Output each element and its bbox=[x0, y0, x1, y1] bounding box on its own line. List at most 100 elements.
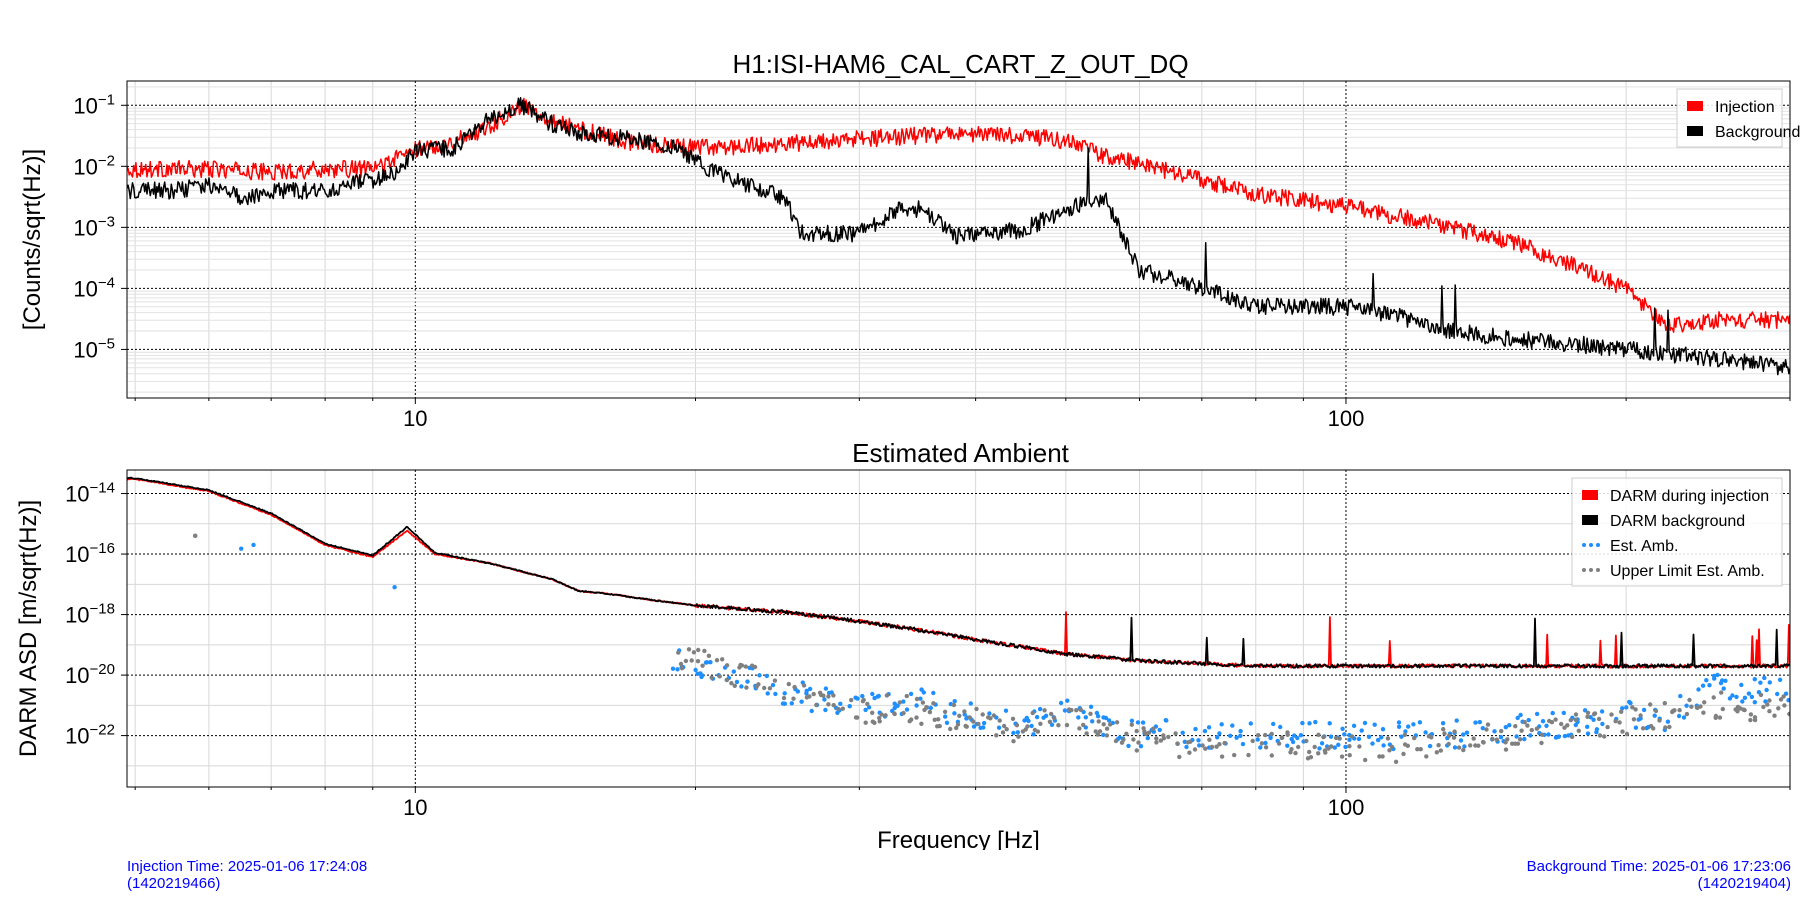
data-point bbox=[1385, 736, 1391, 741]
data-point bbox=[823, 686, 829, 691]
data-point bbox=[921, 690, 926, 695]
data-point bbox=[1114, 720, 1120, 725]
data-point bbox=[1721, 686, 1726, 691]
data-point bbox=[1452, 745, 1458, 750]
data-point bbox=[863, 707, 868, 713]
data-point bbox=[1519, 728, 1524, 733]
data-point bbox=[1289, 747, 1294, 752]
data-point bbox=[1076, 715, 1081, 720]
data-point bbox=[1192, 747, 1198, 752]
data-point bbox=[1173, 731, 1178, 736]
data-point bbox=[791, 696, 796, 701]
data-point bbox=[1062, 708, 1068, 713]
data-point bbox=[1285, 743, 1290, 748]
data-point bbox=[1317, 746, 1322, 751]
data-point bbox=[1740, 699, 1745, 704]
data-point bbox=[695, 659, 701, 664]
data-point bbox=[1004, 727, 1009, 732]
data-point bbox=[1471, 736, 1476, 741]
data-point bbox=[691, 650, 697, 655]
legend-label: Est. Amb. bbox=[1610, 538, 1678, 555]
y-tick-exponent: −5 bbox=[98, 335, 115, 352]
data-point bbox=[1084, 731, 1089, 736]
data-point bbox=[1313, 719, 1318, 725]
data-point bbox=[914, 715, 919, 720]
data-point bbox=[1507, 723, 1512, 728]
data-point bbox=[1406, 724, 1411, 729]
data-point bbox=[1129, 722, 1135, 727]
data-point bbox=[1767, 680, 1773, 685]
data-point bbox=[1505, 737, 1510, 742]
data-point bbox=[251, 542, 256, 548]
data-point bbox=[1641, 707, 1647, 713]
data-point bbox=[1271, 721, 1276, 727]
data-point bbox=[1490, 736, 1495, 742]
data-point bbox=[1719, 690, 1724, 695]
data-point bbox=[1441, 727, 1446, 732]
data-point bbox=[1476, 743, 1481, 748]
data-point bbox=[855, 696, 860, 701]
data-point bbox=[781, 695, 787, 701]
data-point bbox=[1434, 750, 1440, 755]
data-point bbox=[1423, 730, 1428, 735]
data-point bbox=[1333, 735, 1339, 741]
data-point bbox=[700, 663, 705, 668]
data-point bbox=[1290, 739, 1296, 745]
data-point bbox=[968, 701, 973, 706]
data-point bbox=[1121, 737, 1126, 742]
data-point bbox=[831, 703, 836, 708]
data-point bbox=[1056, 723, 1061, 728]
data-point bbox=[1772, 713, 1777, 718]
data-point bbox=[1633, 725, 1639, 730]
data-point bbox=[1058, 700, 1064, 706]
data-point bbox=[1203, 746, 1208, 751]
data-point bbox=[1396, 720, 1402, 725]
data-point bbox=[1029, 723, 1034, 729]
data-point bbox=[840, 706, 845, 711]
data-point bbox=[1356, 736, 1362, 742]
data-point bbox=[1665, 719, 1671, 724]
data-point bbox=[996, 725, 1002, 730]
data-point bbox=[1752, 715, 1758, 720]
data-point bbox=[1783, 691, 1789, 696]
data-point bbox=[670, 666, 676, 671]
data-point bbox=[1316, 732, 1321, 737]
data-point bbox=[744, 685, 749, 690]
data-point bbox=[884, 693, 890, 698]
y-tick-exponent: −14 bbox=[90, 480, 115, 497]
data-point bbox=[909, 717, 914, 722]
data-point bbox=[1030, 710, 1035, 716]
data-point bbox=[1438, 748, 1444, 753]
data-point bbox=[1723, 678, 1728, 683]
data-point bbox=[1591, 717, 1596, 722]
data-point bbox=[765, 691, 770, 696]
data-point bbox=[1104, 733, 1110, 738]
data-point bbox=[931, 690, 936, 696]
background-time: Background Time: 2025-01-06 17:23:06 (14… bbox=[1400, 858, 1800, 892]
legend-label: Background bbox=[1715, 124, 1800, 141]
data-point bbox=[1522, 736, 1527, 742]
data-point bbox=[1544, 723, 1549, 728]
data-point bbox=[1620, 706, 1625, 711]
data-point bbox=[1515, 715, 1520, 721]
data-point bbox=[1157, 727, 1162, 733]
background-time-line1: Background Time: 2025-01-06 17:23:06 bbox=[1526, 858, 1791, 875]
data-point bbox=[801, 683, 807, 688]
data-point bbox=[1485, 722, 1491, 727]
data-point bbox=[1742, 695, 1748, 700]
data-point bbox=[702, 648, 707, 654]
data-point bbox=[782, 701, 787, 706]
legend-marker bbox=[1589, 543, 1593, 547]
data-point bbox=[927, 709, 933, 715]
data-point bbox=[1375, 737, 1381, 743]
data-point bbox=[1329, 744, 1334, 749]
data-point bbox=[1553, 717, 1558, 722]
data-point bbox=[1480, 739, 1486, 745]
data-point bbox=[1687, 697, 1692, 703]
injection-time-line1: Injection Time: 2025-01-06 17:24:08 bbox=[127, 858, 368, 875]
data-point bbox=[1065, 698, 1070, 703]
legend-marker bbox=[1589, 568, 1593, 572]
data-point bbox=[1417, 720, 1423, 725]
data-point bbox=[804, 691, 809, 696]
